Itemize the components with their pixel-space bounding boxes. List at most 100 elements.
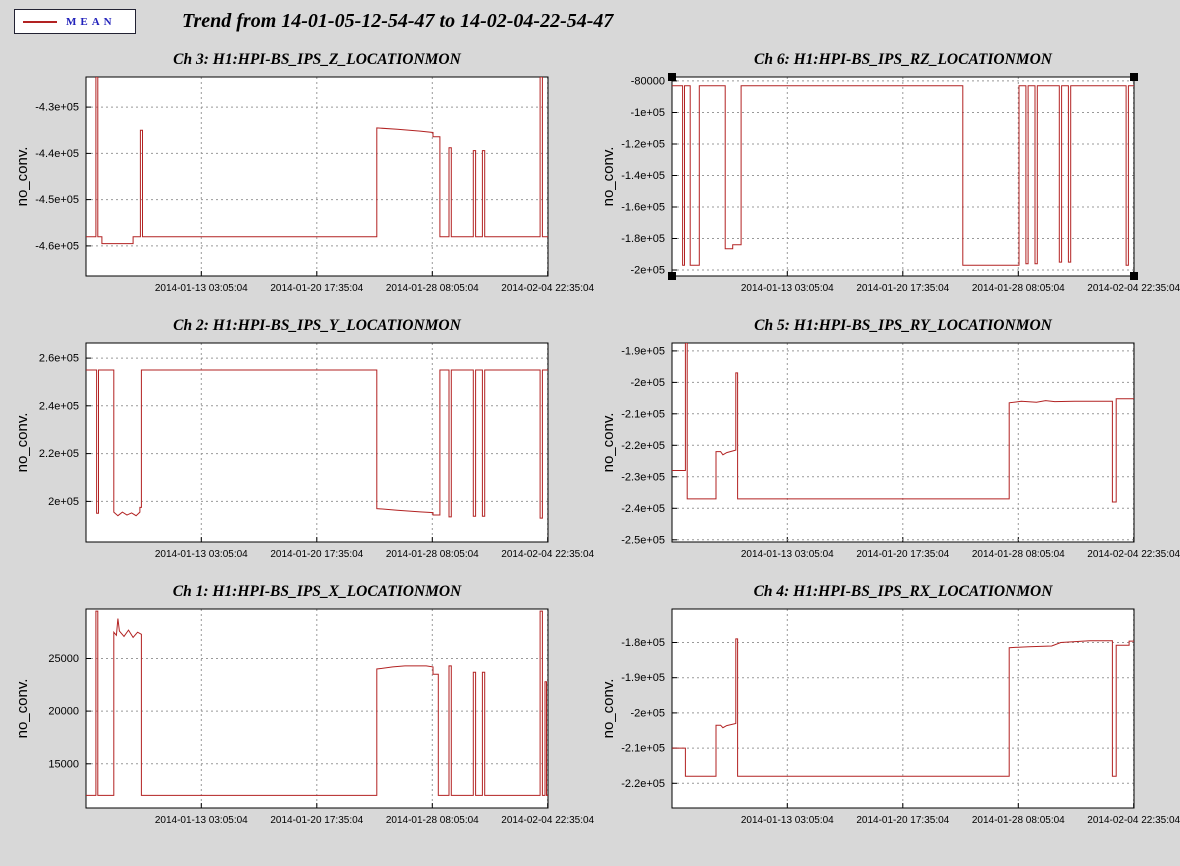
header: MEAN Trend from 14-01-05-12-54-47 to 14-… <box>0 0 1180 46</box>
selection-handle[interactable] <box>1130 73 1138 81</box>
y-tick-label: -1.4e+05 <box>621 170 665 182</box>
x-tick-label: 2014-01-13 03:05:04 <box>741 815 834 826</box>
y-tick-label: -2e+05 <box>630 707 665 719</box>
y-tick-label: -2.2e+05 <box>621 778 665 790</box>
y-tick-label: 2.6e+05 <box>39 353 79 365</box>
y-tick-label: -4.4e+05 <box>35 148 79 160</box>
plot-background <box>86 609 548 808</box>
x-tick-label: 2014-01-13 03:05:04 <box>155 815 248 826</box>
chart-canvas-3: 2014-01-13 03:05:04 2014-01-20 17:35:04 20… <box>600 342 1180 560</box>
plot-frame <box>671 342 1135 543</box>
y-tick-label: 2.2e+05 <box>39 448 79 460</box>
plot-background <box>86 343 548 542</box>
x-tick-label: 2014-01-13 03:05:04 <box>155 549 248 560</box>
y-tick-label: -4.5e+05 <box>35 194 79 206</box>
plot-area-ch6[interactable]: 2014-01-13 03:05:04 2014-01-20 17:35:04 20… <box>594 72 1180 302</box>
trace-mean <box>86 610 548 796</box>
plot-frame <box>85 342 549 543</box>
y-axis-label: no_conv. <box>600 147 617 207</box>
y-axis-label: no_conv. <box>14 679 31 739</box>
y-tick-label: -1.8e+05 <box>621 233 665 245</box>
x-tick-label: 2014-01-28 08:05:04 <box>972 815 1065 826</box>
y-tick-label: -2.5e+05 <box>621 534 665 546</box>
subplot-title-ch5: Ch 5: H1:HPI-BS_IPS_RY_LOCATIONMON <box>754 317 1052 334</box>
plot-area-ch5[interactable]: 2014-01-13 03:05:04 2014-01-20 17:35:04 20… <box>594 338 1180 568</box>
x-tick-label: 2014-01-20 17:35:04 <box>856 549 949 560</box>
y-axis-label: no_conv. <box>14 413 31 473</box>
y-tick-label: 15000 <box>48 758 79 770</box>
trace-mean <box>86 77 548 245</box>
page-title: Trend from 14-01-05-12-54-47 to 14-02-04… <box>182 10 614 32</box>
plot-background <box>672 343 1134 542</box>
y-tick-label: -1e+05 <box>630 107 665 119</box>
subplot-title-ch2: Ch 2: H1:HPI-BS_IPS_Y_LOCATIONMON <box>173 317 461 334</box>
subplot-ch5: Ch 5: H1:HPI-BS_IPS_RY_LOCATIONMON 2014-… <box>594 316 1180 568</box>
legend-label: MEAN <box>66 15 116 28</box>
subplot-title-ch3: Ch 3: H1:HPI-BS_IPS_Z_LOCATIONMON <box>173 51 461 68</box>
x-tick-label: 2014-02-04 22:35:04 <box>501 815 594 826</box>
legend[interactable]: MEAN <box>14 9 136 34</box>
trace-mean <box>672 343 1134 503</box>
y-tick-label: -2.4e+05 <box>621 503 665 515</box>
selection-handle[interactable] <box>1130 272 1138 280</box>
x-tick-label: 2014-01-28 08:05:04 <box>386 549 479 560</box>
y-tick-label: 20000 <box>48 706 79 718</box>
x-tick-label: 2014-01-28 08:05:04 <box>972 283 1065 294</box>
selection-handle[interactable] <box>668 73 676 81</box>
x-tick-label: 2014-01-20 17:35:04 <box>270 283 363 294</box>
plot-area-ch3[interactable]: 2014-01-13 03:05:04 2014-01-20 17:35:04 20… <box>8 72 595 302</box>
x-tick-label: 2014-01-13 03:05:04 <box>155 283 248 294</box>
subplot-ch3: Ch 3: H1:HPI-BS_IPS_Z_LOCATIONMON 2014-0… <box>8 50 595 302</box>
x-tick-label: 2014-01-28 08:05:04 <box>972 549 1065 560</box>
y-tick-label: -1.9e+05 <box>621 672 665 684</box>
plot-area-ch1[interactable]: 2014-01-13 03:05:04 2014-01-20 17:35:04 20… <box>8 604 595 834</box>
plot-frame <box>671 76 1135 277</box>
x-tick-label: 2014-02-04 22:35:04 <box>501 549 594 560</box>
trace-mean <box>86 369 548 519</box>
x-tick-label: 2014-02-04 22:35:04 <box>1087 283 1180 294</box>
y-axis-label: no_conv. <box>600 413 617 473</box>
y-tick-label: -2e+05 <box>630 265 665 277</box>
y-axis-label: no_conv. <box>600 679 617 739</box>
x-tick-label: 2014-01-28 08:05:04 <box>386 283 479 294</box>
legend-line-sample <box>23 20 57 23</box>
x-tick-label: 2014-01-20 17:35:04 <box>270 549 363 560</box>
x-tick-label: 2014-01-28 08:05:04 <box>386 815 479 826</box>
plot-frame <box>671 608 1135 809</box>
x-tick-label: 2014-01-13 03:05:04 <box>741 283 834 294</box>
x-tick-label: 2014-02-04 22:35:04 <box>1087 815 1180 826</box>
chart-canvas-5: 2014-01-13 03:05:04 2014-01-20 17:35:04 20… <box>600 608 1180 826</box>
y-tick-label: -80000 <box>631 75 665 87</box>
trace-mean <box>672 85 1134 266</box>
x-tick-label: 2014-01-20 17:35:04 <box>270 815 363 826</box>
plot-area-ch2[interactable]: 2014-01-13 03:05:04 2014-01-20 17:35:04 20… <box>8 338 595 568</box>
y-axis-label: no_conv. <box>14 147 31 207</box>
subplot-ch4: Ch 4: H1:HPI-BS_IPS_RX_LOCATIONMON 2014-… <box>594 582 1180 834</box>
y-tick-label: -2.1e+05 <box>621 408 665 420</box>
charts-grid: Ch 3: H1:HPI-BS_IPS_Z_LOCATIONMON 2014-0… <box>0 46 1180 834</box>
y-tick-label: -4.3e+05 <box>35 102 79 114</box>
y-tick-label: -1.6e+05 <box>621 202 665 214</box>
y-tick-label: 25000 <box>48 653 79 665</box>
y-tick-label: -2.3e+05 <box>621 471 665 483</box>
subplot-ch6: Ch 6: H1:HPI-BS_IPS_RZ_LOCATIONMON 2014-… <box>594 50 1180 302</box>
subplot-ch1: Ch 1: H1:HPI-BS_IPS_X_LOCATIONMON 2014-0… <box>8 582 595 834</box>
y-tick-label: -4.6e+05 <box>35 240 79 252</box>
y-tick-label: -2e+05 <box>630 377 665 389</box>
x-tick-label: 2014-01-13 03:05:04 <box>741 549 834 560</box>
y-tick-label: 2.4e+05 <box>39 400 79 412</box>
selection-handle[interactable] <box>668 272 676 280</box>
plot-frame <box>85 76 549 277</box>
y-tick-label: -1.2e+05 <box>621 139 665 151</box>
plot-area-ch4[interactable]: 2014-01-13 03:05:04 2014-01-20 17:35:04 20… <box>594 604 1180 834</box>
chart-canvas-1: 2014-01-13 03:05:04 2014-01-20 17:35:04 20… <box>600 73 1180 294</box>
plot-frame <box>85 608 549 809</box>
plot-background <box>672 609 1134 808</box>
subplot-ch2: Ch 2: H1:HPI-BS_IPS_Y_LOCATIONMON 2014-0… <box>8 316 595 568</box>
chart-canvas-4: 2014-01-13 03:05:04 2014-01-20 17:35:04 20… <box>14 608 595 826</box>
x-tick-label: 2014-02-04 22:35:04 <box>1087 549 1180 560</box>
chart-canvas-0: 2014-01-13 03:05:04 2014-01-20 17:35:04 20… <box>14 76 595 294</box>
chart-canvas-2: 2014-01-13 03:05:04 2014-01-20 17:35:04 20… <box>14 342 595 560</box>
y-tick-label: -2.1e+05 <box>621 743 665 755</box>
